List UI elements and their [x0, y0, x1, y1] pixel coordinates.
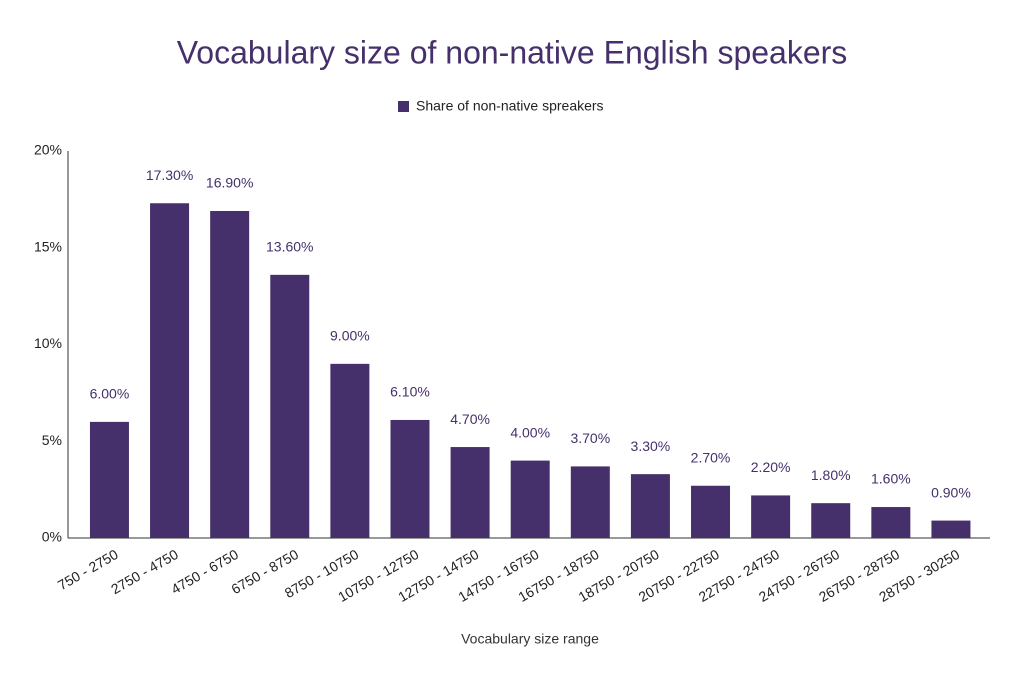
bar — [450, 447, 490, 538]
value-label: 9.00% — [330, 328, 370, 344]
bar — [570, 466, 610, 538]
x-axis-title: Vocabulary size range — [461, 631, 599, 647]
value-label: 6.00% — [90, 386, 130, 402]
value-label: 0.90% — [931, 484, 971, 500]
y-tick-label: 0% — [42, 529, 62, 545]
bar — [871, 507, 911, 538]
bar — [691, 485, 731, 538]
bar — [270, 274, 310, 538]
bar — [89, 421, 129, 538]
value-label: 13.60% — [266, 239, 313, 255]
bar — [210, 210, 250, 539]
bar — [811, 503, 851, 538]
y-tick-label: 15% — [34, 238, 62, 254]
bar — [630, 474, 670, 538]
bar — [510, 460, 550, 538]
value-label: 4.70% — [450, 411, 490, 427]
x-tick-label: 4750 - 6750 — [168, 546, 241, 597]
value-label: 4.00% — [510, 424, 550, 440]
bar — [931, 520, 971, 538]
value-label: 3.30% — [631, 438, 671, 454]
x-tick-label: 2750 - 4750 — [108, 546, 181, 597]
value-label: 3.70% — [570, 430, 610, 446]
y-tick-label: 10% — [34, 335, 62, 351]
bar — [390, 419, 430, 538]
bar — [330, 363, 370, 538]
legend-swatch — [398, 101, 409, 112]
bar — [751, 495, 791, 538]
value-label: 6.10% — [390, 384, 430, 400]
legend-label: Share of non-native spreakers — [416, 98, 604, 114]
value-label: 1.80% — [811, 467, 851, 483]
value-label: 17.30% — [146, 167, 193, 183]
chart-title: Vocabulary size of non-native English sp… — [177, 34, 848, 70]
y-tick-label: 20% — [34, 142, 62, 158]
value-label: 16.90% — [206, 175, 253, 191]
value-label: 2.20% — [751, 459, 791, 475]
value-label: 2.70% — [691, 449, 731, 465]
bar — [150, 203, 190, 538]
value-label: 1.60% — [871, 471, 911, 487]
y-tick-label: 5% — [42, 432, 62, 448]
